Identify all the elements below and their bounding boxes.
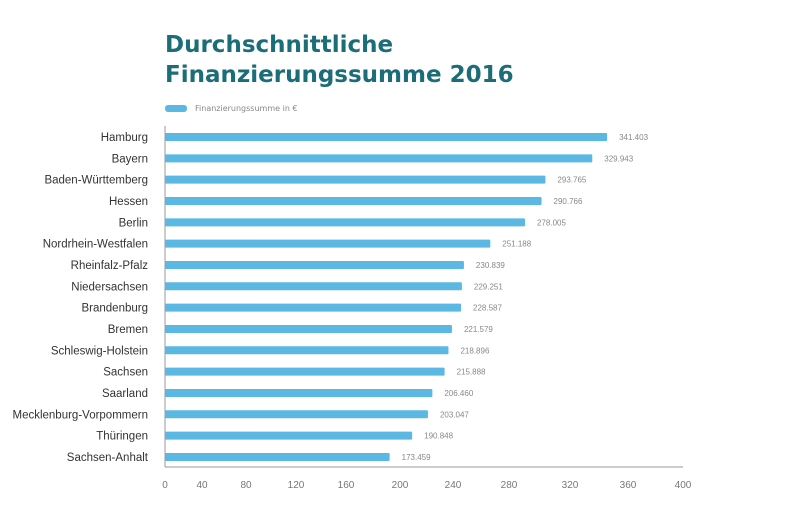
bar-0 (165, 133, 608, 141)
value-label: 221.579 (464, 325, 493, 334)
x-tick-label: 240 (445, 480, 462, 491)
category-label: Rheinfalz-Pfalz (71, 260, 149, 272)
category-label: Bremen (108, 324, 148, 336)
value-label: 278.005 (537, 218, 566, 227)
x-tick-label: 0 (162, 480, 168, 491)
x-tick-label: 40 (196, 480, 208, 491)
bar-4 (165, 218, 526, 227)
bar-10 (165, 346, 449, 355)
bar-8 (165, 303, 462, 312)
x-tick-label: 200 (392, 480, 409, 491)
bar-2 (165, 175, 546, 184)
title-line-1: Durchschnittliche (165, 32, 394, 58)
category-label: Thüringen (96, 431, 148, 443)
title-line-2: Finanzierungssumme 2016 (165, 62, 514, 88)
category-label: Hessen (109, 196, 148, 208)
value-label: 203.047 (440, 410, 469, 419)
category-label: Sachsen (103, 367, 148, 379)
value-label: 229.251 (474, 282, 503, 291)
value-label: 206.460 (444, 389, 473, 398)
bar-9 (165, 324, 452, 333)
category-label: Berlin (119, 217, 148, 229)
bar-15 (165, 452, 390, 461)
bar-6 (165, 260, 464, 269)
bar-5 (165, 239, 491, 248)
value-label: 290.766 (554, 197, 583, 206)
legend-label: Finanzierungssumme in € (195, 104, 298, 113)
value-label: 218.896 (460, 346, 489, 355)
category-label: Niedersachsen (71, 281, 148, 293)
category-label: Saarland (102, 388, 148, 400)
value-label: 190.848 (424, 432, 453, 441)
value-label: 173.459 (402, 453, 431, 462)
value-label: 341.403 (619, 133, 648, 142)
category-label: Bayern (112, 153, 148, 165)
category-label: Baden-Württemberg (44, 175, 148, 187)
x-tick-label: 80 (240, 480, 252, 491)
value-label: 228.587 (473, 304, 502, 313)
bar-13 (165, 410, 428, 419)
category-label: Brandenburg (82, 303, 149, 315)
bar-14 (165, 431, 413, 440)
bar-12 (165, 388, 433, 397)
category-label: Mecklenburg-Vorpommern (12, 409, 148, 421)
legend: Finanzierungssumme in € (165, 104, 298, 113)
category-label: Hamburg (101, 132, 148, 144)
bar-11 (165, 367, 445, 376)
category-label: Sachsen-Anhalt (67, 452, 149, 464)
value-label: 215.888 (457, 368, 486, 377)
bar-7 (165, 282, 462, 291)
x-tick-label: 120 (288, 480, 305, 491)
value-label: 329.943 (604, 154, 633, 163)
value-label: 230.839 (476, 261, 505, 270)
x-tick-label: 320 (562, 480, 579, 491)
chart-title: Durchschnittliche Finanzierungssumme 201… (165, 30, 514, 90)
value-label: 293.765 (557, 176, 586, 185)
category-label: Nordrhein-Westfalen (43, 239, 148, 251)
legend-swatch (165, 105, 187, 112)
value-label: 251.188 (502, 240, 531, 249)
bar-1 (165, 154, 593, 163)
x-tick-label: 360 (620, 480, 637, 491)
x-tick-label: 160 (338, 480, 355, 491)
x-tick-label: 280 (501, 480, 518, 491)
bar-3 (165, 196, 542, 205)
category-label: Schleswig-Holstein (51, 345, 148, 357)
x-tick-label: 400 (675, 480, 692, 491)
